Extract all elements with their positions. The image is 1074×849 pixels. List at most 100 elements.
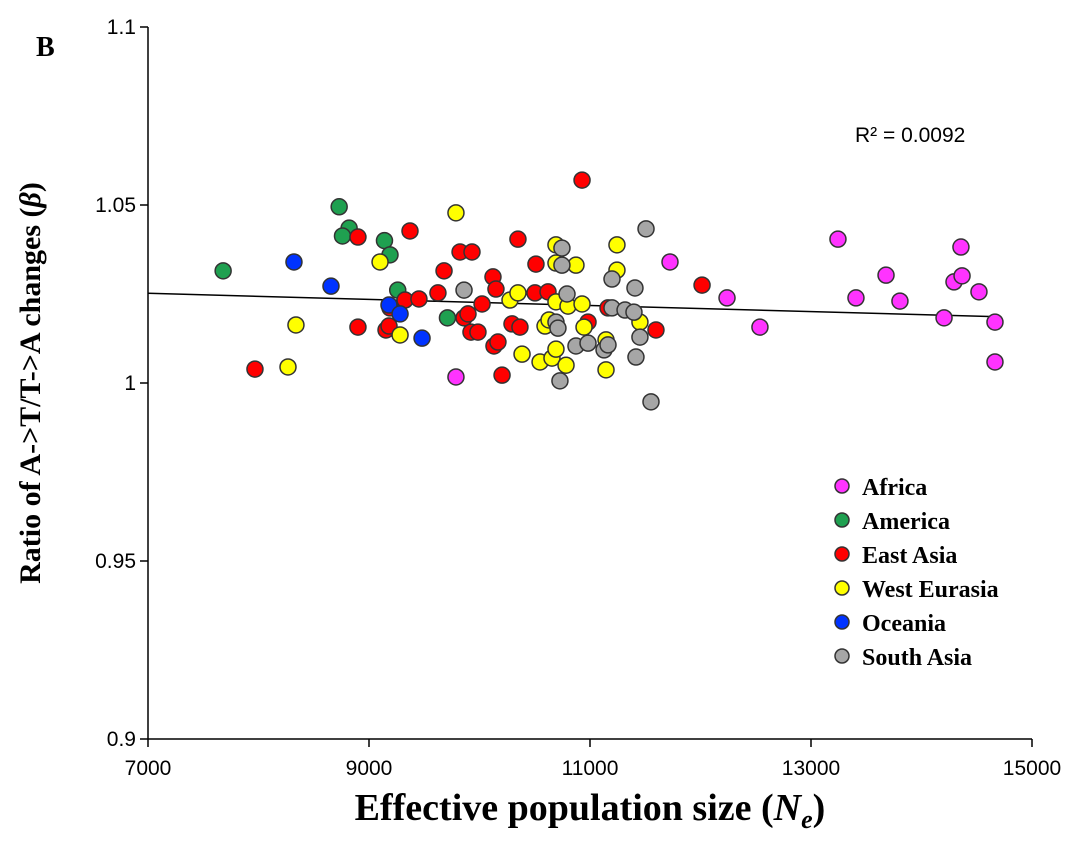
point [349, 318, 367, 336]
point [877, 266, 895, 284]
point [970, 283, 988, 301]
point [953, 267, 971, 285]
point [935, 309, 953, 327]
x-tick-label: 15000 [1003, 757, 1061, 780]
point [573, 171, 591, 189]
point [642, 393, 660, 411]
point [986, 353, 1004, 371]
point [553, 256, 571, 274]
point [551, 372, 569, 390]
point [391, 326, 409, 344]
x-tick-label: 9000 [346, 757, 393, 780]
y-tick-label: 0.9 [107, 728, 136, 751]
point [463, 243, 481, 261]
point [287, 316, 305, 334]
point [435, 262, 453, 280]
point [349, 228, 367, 246]
point [952, 238, 970, 256]
point [487, 280, 505, 298]
point [891, 292, 909, 310]
y-axis-label: Ratio of A->T/T->A changes (β) [14, 182, 47, 584]
point [285, 253, 303, 271]
point [573, 295, 591, 313]
point [597, 361, 615, 379]
point [627, 348, 645, 366]
point [718, 289, 736, 307]
point [847, 289, 865, 307]
legend-label: Africa [862, 475, 927, 501]
point [469, 323, 487, 341]
point [626, 279, 644, 297]
point [631, 328, 649, 346]
point [647, 321, 665, 339]
x-tick-label: 11000 [562, 757, 619, 780]
point [558, 285, 576, 303]
legend-marker [834, 478, 850, 494]
x-tick-label: 13000 [782, 757, 840, 780]
x-axis-label-part: ) [813, 787, 826, 829]
point [413, 329, 431, 347]
point [527, 255, 545, 273]
y-tick-label: 0.95 [95, 550, 136, 573]
point [986, 313, 1004, 331]
point [391, 305, 409, 323]
annotation: R² = 0.0092 [855, 124, 965, 147]
point [246, 360, 264, 378]
point [553, 239, 571, 257]
point [608, 236, 626, 254]
point [459, 305, 477, 323]
point [401, 222, 419, 240]
point [829, 230, 847, 248]
point [279, 358, 297, 376]
x-axis-label-part: N [773, 787, 803, 829]
x-axis-label-part: e [801, 805, 813, 834]
point [429, 284, 447, 302]
legend-label: America [862, 509, 950, 535]
legend-marker [834, 546, 850, 562]
point [751, 318, 769, 336]
point [509, 284, 527, 302]
point [493, 366, 511, 384]
point [599, 336, 617, 354]
legend-marker [834, 648, 850, 664]
point [371, 253, 389, 271]
point [693, 276, 711, 294]
legend-marker [834, 614, 850, 630]
point [549, 319, 567, 337]
point [637, 220, 655, 238]
legend-label: East Asia [862, 543, 957, 569]
y-tick-label: 1.1 [107, 16, 136, 39]
point [547, 340, 565, 358]
point [333, 227, 352, 245]
point [447, 368, 465, 386]
y-axis-label-part: Ratio of A->T/T->A changes ( [14, 207, 47, 583]
point [410, 290, 428, 308]
legend-marker [834, 580, 850, 596]
y-tick-label: 1 [124, 372, 136, 395]
x-tick-label: 7000 [125, 757, 172, 780]
y-axis-label-part: β [14, 191, 47, 208]
point [575, 318, 593, 336]
panel-label: B [36, 32, 55, 63]
point [473, 295, 491, 313]
point [579, 334, 597, 352]
point [489, 333, 507, 351]
point [447, 204, 465, 222]
point [557, 356, 575, 374]
point [511, 318, 529, 336]
legend-label: Oceania [862, 611, 946, 637]
point [214, 262, 232, 280]
point [330, 198, 348, 216]
point [509, 230, 527, 248]
point [455, 281, 473, 299]
x-axis-label-part: Effective population size ( [355, 787, 774, 829]
legend-label: South Asia [862, 645, 972, 671]
y-tick-label: 1.05 [95, 194, 136, 217]
point [322, 277, 340, 295]
legend-marker [834, 512, 850, 528]
point [438, 309, 457, 327]
point [603, 270, 621, 288]
point [513, 345, 531, 363]
